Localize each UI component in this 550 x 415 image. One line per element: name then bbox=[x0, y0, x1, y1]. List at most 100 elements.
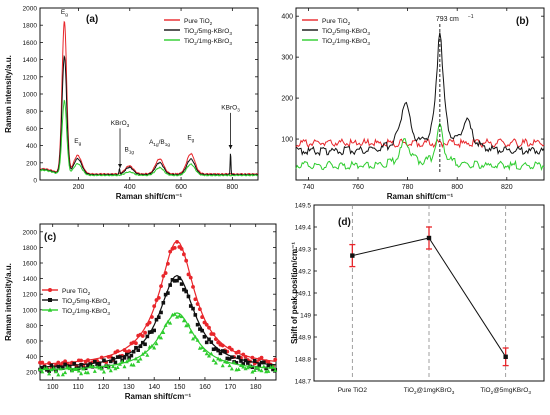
data-point bbox=[266, 363, 271, 368]
data-point bbox=[214, 347, 218, 351]
x-category-label: TiO2@1mgKBrO3 bbox=[404, 387, 455, 395]
data-point bbox=[90, 363, 95, 368]
data-point bbox=[122, 364, 127, 369]
data-point bbox=[257, 363, 262, 368]
peak-annotation: 793 cm bbox=[436, 16, 459, 23]
data-point bbox=[47, 369, 51, 374]
data-point bbox=[44, 365, 49, 370]
data-point bbox=[259, 368, 264, 373]
legend-marker bbox=[48, 298, 52, 302]
series-line bbox=[295, 122, 545, 172]
peak-annotation: KBrO3 bbox=[111, 120, 130, 128]
data-point bbox=[186, 294, 191, 299]
peak-annotation: KBrO3 bbox=[221, 104, 240, 112]
data-point bbox=[211, 347, 216, 352]
y-tick-label: 300 bbox=[281, 55, 293, 62]
data-point bbox=[252, 358, 257, 363]
data-point bbox=[115, 355, 120, 359]
data-point bbox=[211, 332, 216, 336]
series-line bbox=[295, 137, 545, 149]
x-tick-label: 130 bbox=[123, 384, 135, 391]
data-point bbox=[69, 368, 74, 373]
y-tick-label: 2000 bbox=[23, 6, 38, 13]
data-point bbox=[51, 366, 56, 370]
data-point bbox=[118, 355, 122, 359]
peak-annotation: Eg bbox=[74, 138, 81, 146]
data-point bbox=[262, 360, 266, 365]
data-point bbox=[202, 320, 207, 325]
data-point bbox=[266, 359, 271, 364]
data-point bbox=[166, 291, 170, 295]
y-tick-label: 1800 bbox=[23, 245, 38, 252]
data-point bbox=[63, 370, 68, 375]
data-point bbox=[129, 353, 134, 358]
data-point bbox=[149, 343, 154, 348]
series-line bbox=[39, 54, 258, 177]
data-point bbox=[56, 360, 61, 365]
peak-annotation: A1g/B1g bbox=[149, 139, 170, 147]
data-point bbox=[165, 261, 170, 266]
data-point bbox=[216, 348, 220, 353]
data-point bbox=[207, 353, 212, 358]
data-point bbox=[229, 366, 234, 371]
data-point bbox=[60, 372, 65, 377]
data-point bbox=[97, 362, 102, 367]
y-tick-label: 1600 bbox=[23, 40, 38, 47]
x-tick-label: 600 bbox=[175, 184, 187, 191]
y-tick-label: 1400 bbox=[23, 57, 38, 64]
plot-frame bbox=[295, 7, 545, 181]
y-tick-label: 100 bbox=[281, 137, 293, 144]
data-point bbox=[211, 358, 216, 362]
y-tick-label: 1400 bbox=[23, 276, 38, 283]
series-line bbox=[295, 32, 545, 157]
x-tick-label: 140 bbox=[148, 384, 160, 391]
y-tick-label: 400 bbox=[26, 354, 37, 361]
data-point bbox=[56, 372, 61, 377]
x-tick-label: 200 bbox=[73, 184, 85, 191]
data-point bbox=[109, 359, 113, 364]
data-point bbox=[230, 355, 234, 359]
data-point bbox=[40, 365, 45, 370]
data-point bbox=[79, 371, 84, 376]
data-point bbox=[202, 348, 207, 352]
data-point bbox=[270, 364, 275, 369]
data-point bbox=[117, 361, 122, 366]
data-point bbox=[204, 340, 209, 345]
panel-c: 100 110 120 130 140 150 160 170 180 200 400 600 800 1… bbox=[4, 223, 278, 401]
data-point bbox=[204, 322, 209, 327]
data-point bbox=[140, 340, 145, 345]
data-point bbox=[104, 363, 109, 368]
x-tick-label: 180 bbox=[250, 384, 262, 391]
data-point bbox=[250, 365, 255, 370]
data-point bbox=[154, 341, 159, 346]
data-point bbox=[113, 360, 118, 365]
data-point bbox=[193, 313, 198, 317]
panel-label: (d) bbox=[338, 217, 351, 228]
legend-label: TiO2/5mg-KBrO3 bbox=[322, 28, 370, 36]
data-point bbox=[170, 278, 175, 282]
data-point bbox=[241, 362, 246, 366]
legend-label: TiO2/1mg-KBrO3 bbox=[322, 38, 370, 46]
data-point bbox=[184, 289, 188, 294]
data-point bbox=[188, 275, 193, 280]
legend-marker bbox=[47, 307, 53, 312]
y-tick-label: 800 bbox=[26, 323, 37, 330]
data-point bbox=[163, 323, 168, 327]
data-point bbox=[220, 343, 225, 348]
y-tick-label: 149 bbox=[300, 313, 311, 320]
data-point bbox=[49, 367, 54, 372]
data-point bbox=[138, 344, 143, 349]
x-tick-label: 780 bbox=[402, 184, 414, 191]
data-point bbox=[156, 334, 161, 339]
data-point bbox=[152, 328, 156, 333]
data-point bbox=[225, 360, 230, 364]
data-point bbox=[102, 358, 106, 363]
data-point bbox=[426, 235, 432, 241]
data-point bbox=[188, 329, 193, 334]
data-point bbox=[40, 360, 45, 365]
data-point bbox=[181, 318, 186, 323]
panel-label: (b) bbox=[516, 16, 529, 27]
data-point bbox=[56, 364, 61, 369]
data-point bbox=[184, 258, 189, 263]
data-point bbox=[213, 337, 218, 342]
